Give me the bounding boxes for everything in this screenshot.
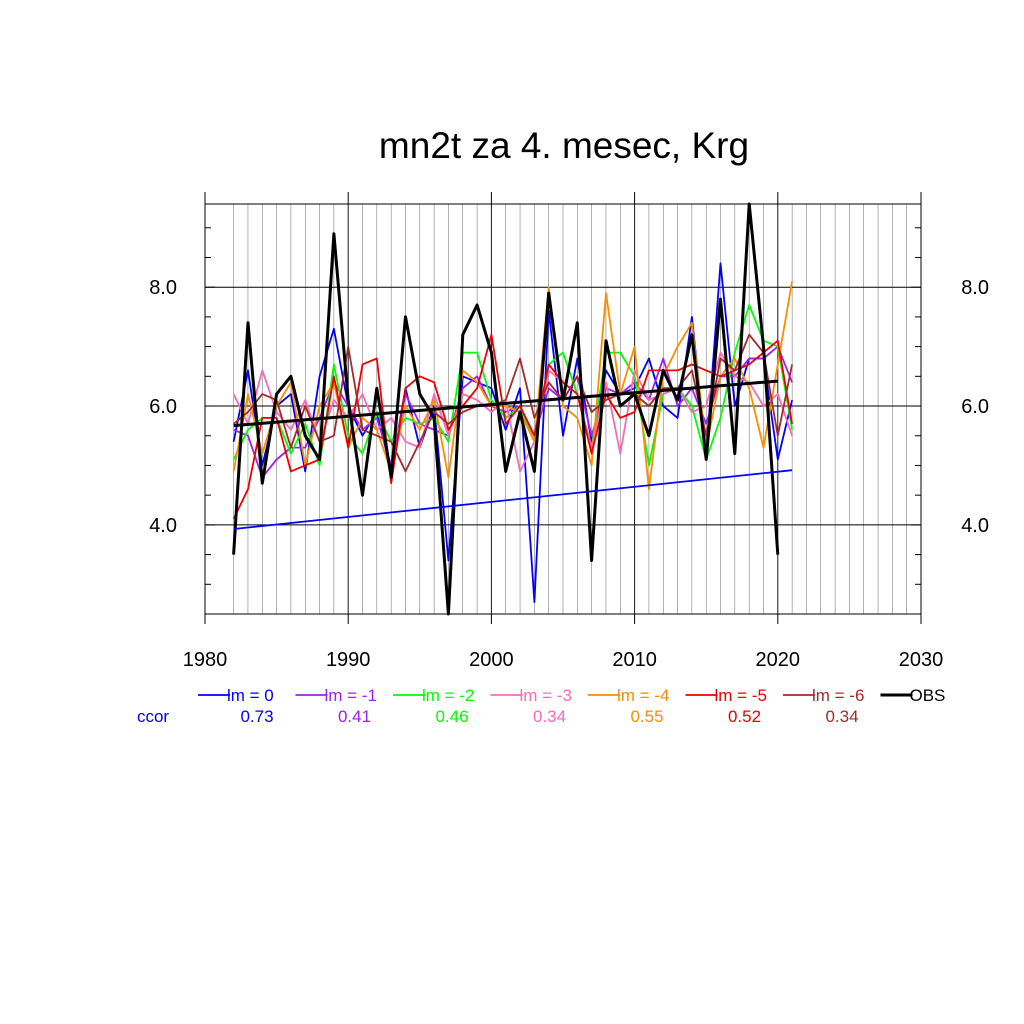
x-tick-label: 2030 — [899, 649, 944, 671]
x-tick-label: 2010 — [612, 649, 657, 671]
legend-entry: lm = 0 — [227, 686, 274, 705]
axes: 1980 1990 2000 2010 2020 2030 4.0 4.0 6.0 6.0 8.0 8… — [149, 192, 989, 671]
y-tick-label: 6.0 — [149, 396, 177, 418]
legend-entry: lm = -5 — [715, 686, 767, 705]
legend-entry: lm = -1 — [325, 686, 377, 705]
x-tick-label: 2020 — [756, 649, 801, 671]
legend-entry: lm = -2 — [422, 686, 474, 705]
ccor-value: 0.34 — [533, 707, 566, 726]
ccor-value: 0.34 — [825, 707, 858, 726]
series-layer — [232, 202, 793, 616]
x-tick-label: 1990 — [326, 649, 371, 671]
y-tick-label-right: 4.0 — [961, 515, 989, 537]
series-line-obs — [232, 202, 780, 616]
trend-layer — [233, 379, 793, 530]
y-tick-label: 4.0 — [149, 515, 177, 537]
legend-entry: lm = -3 — [520, 686, 572, 705]
ccor-label: ccor — [137, 707, 169, 726]
trend-line — [233, 469, 793, 530]
legend-entry: lm = -4 — [617, 686, 669, 705]
legend-entry: lm = -6 — [812, 686, 864, 705]
ccor-value: 0.55 — [630, 707, 663, 726]
y-tick-label: 8.0 — [149, 277, 177, 299]
y-tick-label-right: 6.0 — [961, 396, 989, 418]
y-tick-label-right: 8.0 — [961, 277, 989, 299]
legend-entry: OBS — [910, 686, 946, 705]
ccor-value: 0.52 — [728, 707, 761, 726]
ccor-value: 0.41 — [338, 707, 371, 726]
trend-line — [233, 379, 778, 428]
x-tick-label: 2000 — [469, 649, 514, 671]
x-tick-label: 1980 — [183, 649, 228, 671]
chart-title: mn2t za 4. mesec, Krg — [379, 125, 749, 166]
plot-frame — [204, 203, 922, 615]
ccor-value: 0.73 — [240, 707, 273, 726]
ccor-value: 0.46 — [435, 707, 468, 726]
grid — [204, 204, 922, 614]
legend: ccor lm = 0 0.73 lm = -1 0.41 lm = -2 0.46 lm =… — [137, 686, 945, 726]
